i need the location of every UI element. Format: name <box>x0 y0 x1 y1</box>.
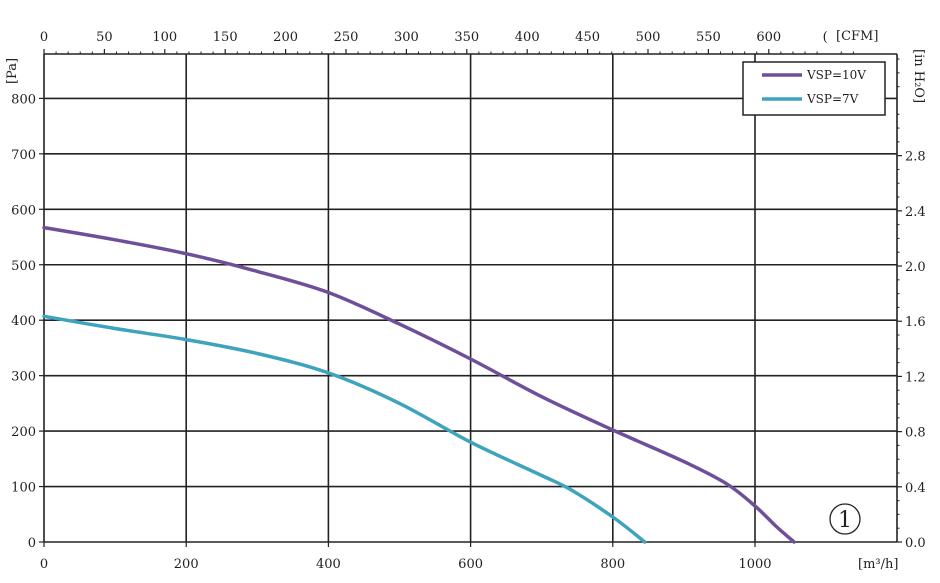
y-tick-label: 400 <box>11 314 36 329</box>
top-tick-label: 100 <box>152 30 177 45</box>
top-tick-label: 450 <box>575 30 600 45</box>
right-tick-label: 1.6 <box>905 315 926 330</box>
y-axis-label: [Pa] <box>5 58 20 84</box>
right-tick-label: 0.0 <box>905 536 926 551</box>
right-tick-labels: 0.0 0.4 0.8 1.2 1.6 2.0 2.4 2.8 <box>905 150 926 551</box>
legend-label-vsp-10v: VSP=10V <box>806 68 866 82</box>
grid <box>44 54 897 542</box>
bottom-tick-labels: 0 200 400 600 800 1000 <box>40 557 772 572</box>
x-tick-label: 400 <box>316 557 341 572</box>
legend-box <box>742 61 886 116</box>
x-tick-label: 800 <box>600 557 625 572</box>
top-tick-label: 0 <box>40 30 48 45</box>
right-tick-label: 2.0 <box>905 260 926 275</box>
top-tick-label: 150 <box>213 30 238 45</box>
x-tick-label: 600 <box>458 557 483 572</box>
x-tick-label: 0 <box>40 557 48 572</box>
right-tick-label: 0.4 <box>905 481 926 496</box>
top-tick-label: 500 <box>636 30 661 45</box>
top-axis-label: [CFM] <box>836 29 878 44</box>
x-tick-label: 200 <box>174 557 199 572</box>
series-line-vsp-7v <box>42 314 647 544</box>
right-tick-label: 2.8 <box>905 150 926 165</box>
y-tick-label: 0 <box>28 536 36 551</box>
top-tick-label: ( <box>823 30 828 45</box>
top-tick-label: 250 <box>334 30 359 45</box>
top-tick-label: 200 <box>273 30 298 45</box>
y-tick-label: 100 <box>11 481 36 496</box>
top-tick-label: 550 <box>696 30 721 45</box>
top-tick-label: 600 <box>756 30 781 45</box>
series-lines <box>42 225 796 544</box>
top-tick-label: 400 <box>515 30 540 45</box>
x-axis-label: [m³/h] <box>858 557 898 572</box>
right-tick-label: 2.4 <box>905 205 926 220</box>
legend: VSP=10V VSP=7V <box>742 61 886 116</box>
y-tick-label: 500 <box>11 259 36 274</box>
curve-marker-circle <box>829 503 861 535</box>
y-tick-label: 700 <box>11 148 36 163</box>
curve-marker-number: 1 <box>838 508 852 533</box>
series-line-vsp-10v <box>42 225 796 544</box>
y-tick-label: 800 <box>11 92 36 107</box>
y-tick-label: 300 <box>11 370 36 385</box>
top-tick-label: 350 <box>454 30 479 45</box>
x-tick-label: 1000 <box>738 557 771 572</box>
right-tick-label: 1.2 <box>905 370 926 385</box>
left-tick-labels: 0 100 200 300 400 500 600 700 800 <box>11 92 36 551</box>
top-tick-labels: 0 50 100 150 200 250 300 350 400 450 500 550 600 ( <box>40 30 828 45</box>
top-tick-label: 50 <box>96 30 113 45</box>
right-axis-label: [in H₂O] <box>911 49 926 103</box>
y-tick-label: 600 <box>11 203 36 218</box>
top-tick-label: 300 <box>394 30 419 45</box>
tick-marks <box>39 49 902 547</box>
right-tick-label: 0.8 <box>905 426 926 441</box>
y-tick-label: 200 <box>11 425 36 440</box>
legend-label-vsp-7v: VSP=7V <box>806 92 859 106</box>
